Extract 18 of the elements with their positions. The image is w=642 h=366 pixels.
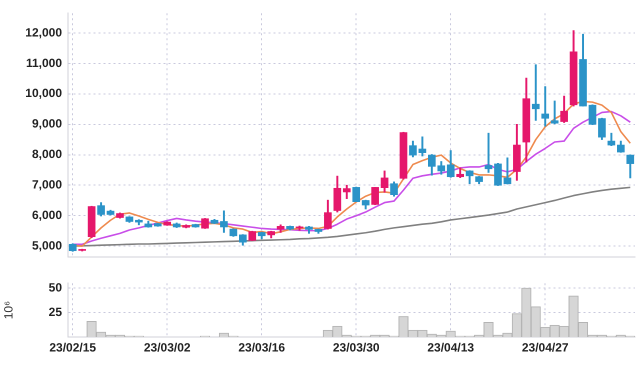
y-tick-label: 11,000 (26, 56, 62, 70)
y-tick-label: 5,000 (32, 238, 62, 252)
x-tick-label: 23/03/30 (332, 340, 380, 355)
y-tick-label: 6,000 (32, 208, 62, 222)
y-axis-title: 10⁶ (2, 300, 16, 320)
x-tick-label: 23/03/16 (238, 340, 286, 355)
x-tick-label: 23/03/02 (144, 340, 191, 355)
x-tick-label: 23/02/15 (49, 340, 96, 355)
y-tick-label: 10,000 (25, 86, 62, 100)
y-tick-label: 8,000 (32, 147, 62, 162)
y-tick-label: 7,000 (32, 178, 62, 192)
candlestick (532, 64, 540, 121)
y-tick-label: 25 (48, 304, 62, 319)
x-tick-label: 23/04/27 (522, 340, 569, 355)
y-tick-label: 12,000 (25, 25, 62, 40)
y-tick-label: 50 (48, 280, 62, 294)
y-tick-label: 9,000 (32, 116, 62, 131)
x-tick-label: 23/04/13 (427, 340, 474, 355)
